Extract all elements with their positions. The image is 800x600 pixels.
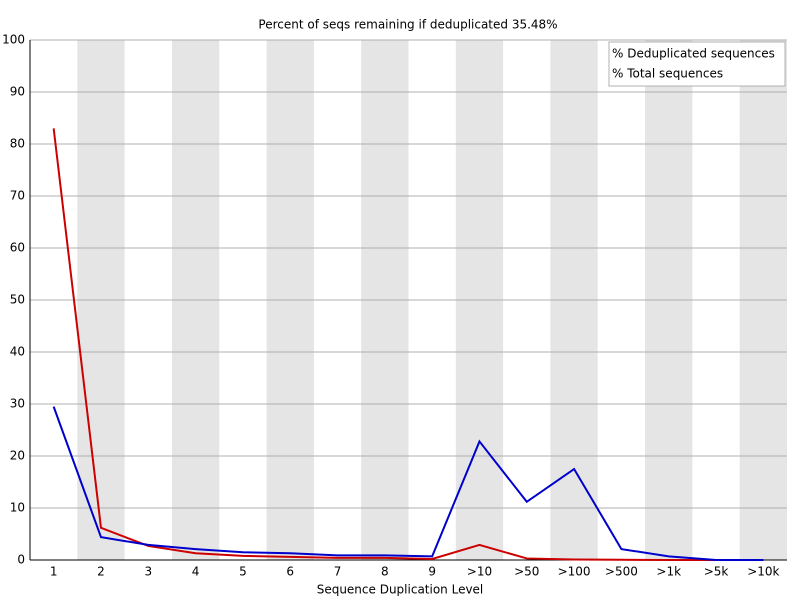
x-tick-label: 1 [50, 565, 58, 579]
x-tick-label: 4 [192, 565, 200, 579]
y-tick-label: 80 [10, 137, 25, 151]
y-tick-label: 90 [10, 85, 25, 99]
x-tick-label: >10k [747, 565, 779, 579]
x-axis-label: Sequence Duplication Level [317, 583, 484, 597]
x-tick-label: 5 [239, 565, 247, 579]
x-tick-label: 2 [97, 565, 105, 579]
y-tick-label: 30 [10, 397, 25, 411]
series-line [52, 128, 764, 561]
x-tick-label: >1k [656, 565, 681, 579]
y-tick-label: 20 [10, 449, 25, 463]
x-tick-label: 6 [286, 565, 294, 579]
y-tick-label: 70 [10, 189, 25, 203]
x-tick-label: >5k [704, 565, 729, 579]
legend-box [608, 41, 786, 87]
x-tick-label: 8 [381, 565, 389, 579]
grid [30, 39, 787, 561]
y-tick-label: 60 [10, 241, 25, 255]
x-tick-label: 9 [428, 565, 436, 579]
legend-entry: % Total sequences [612, 67, 723, 81]
x-tick-label: 7 [334, 565, 342, 579]
x-tick-label: >50 [514, 565, 539, 579]
series-line [52, 406, 764, 561]
y-tick-label: 0 [17, 553, 25, 567]
legend-entry: % Deduplicated sequences [612, 47, 775, 61]
y-tick-label: 10 [10, 501, 25, 515]
y-tick-label: 50 [10, 293, 25, 307]
x-tick-label: >100 [558, 565, 591, 579]
y-tick-label: 100 [2, 33, 25, 47]
chart-title: Percent of seqs remaining if deduplicate… [258, 18, 557, 32]
x-tick-label: >10 [467, 565, 492, 579]
x-tick-label: 3 [144, 565, 152, 579]
y-tick-label: 40 [10, 345, 25, 359]
x-tick-label: >500 [605, 565, 638, 579]
